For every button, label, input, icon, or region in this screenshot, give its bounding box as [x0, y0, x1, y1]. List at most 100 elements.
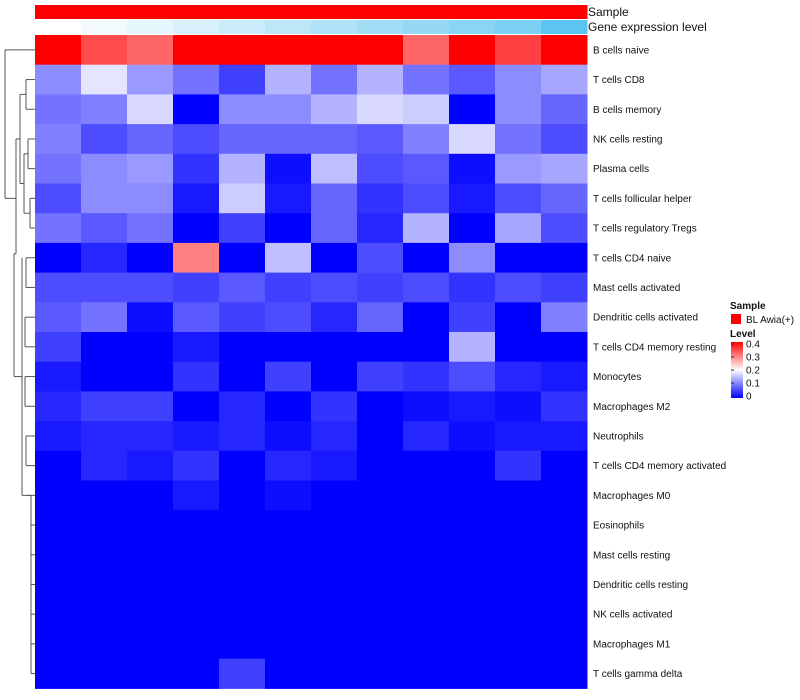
heatmap-cell [81, 153, 128, 184]
heatmap-cell [173, 272, 220, 303]
heatmap-cell [541, 272, 588, 303]
heatmap-cell [449, 629, 496, 660]
heatmap-cell [265, 361, 312, 392]
heatmap-cell [403, 450, 450, 481]
heatmap-cell [265, 539, 312, 571]
heatmap-cell [541, 510, 588, 541]
heatmap-cell [265, 599, 312, 630]
heatmap-cell [127, 242, 174, 274]
heatmap-cell [449, 569, 496, 600]
row-label: T cells CD4 memory activated [593, 461, 726, 472]
heatmap-cell [81, 629, 128, 660]
gene-expression-annotation-cell [311, 20, 358, 34]
heatmap-cell [219, 94, 266, 125]
row-label: T cells regulatory Tregs [593, 224, 697, 235]
heatmap-cell [357, 569, 404, 600]
legend-sample-swatch [731, 314, 741, 324]
heatmap-cell [81, 213, 128, 244]
heatmap-cell [173, 183, 220, 214]
heatmap-cell [219, 183, 266, 214]
heatmap-cell [81, 391, 128, 422]
row-label: NK cells activated [593, 610, 672, 621]
gene-expression-annotation-cell [449, 20, 496, 34]
heatmap-cell [35, 183, 82, 214]
heatmap-cell [495, 391, 542, 422]
heatmap-cell [35, 361, 82, 392]
heatmap-cell [449, 242, 496, 274]
heatmap-cell [35, 213, 82, 244]
heatmap-cell [403, 332, 450, 363]
heatmap-cell [173, 302, 220, 333]
heatmap-cell [81, 64, 128, 95]
row-label: Mast cells resting [593, 550, 670, 561]
heatmap-cell [495, 94, 542, 125]
row-label: Macrophages M2 [593, 402, 671, 413]
heatmap-cell [403, 302, 450, 333]
row-label: NK cells resting [593, 134, 662, 145]
heatmap-cell [127, 599, 174, 630]
heatmap-cell [173, 242, 220, 274]
heatmap-cell [541, 64, 588, 95]
heatmap-cell [219, 480, 266, 511]
heatmap-cell [449, 450, 496, 481]
heatmap-cell [35, 64, 82, 95]
heatmap-cell [265, 272, 312, 303]
heatmap-cell [35, 94, 82, 125]
heatmap-cell [81, 272, 128, 303]
heatmap-cell [357, 124, 404, 155]
heatmap-cell [265, 124, 312, 155]
heatmap-cell [541, 391, 588, 422]
heatmap-cell [173, 213, 220, 244]
heatmap-cell [449, 510, 496, 541]
heatmap-cell [173, 510, 220, 541]
heatmap-cell [357, 629, 404, 660]
heatmap-cell [35, 510, 82, 541]
row-label: Macrophages M1 [593, 639, 671, 650]
heatmap-cell [35, 539, 82, 571]
heatmap-cell [219, 35, 266, 66]
row-label: Neutrophils [593, 431, 644, 442]
heatmap-cell [219, 569, 266, 600]
heatmap-cell [81, 421, 128, 452]
heatmap-cell [35, 450, 82, 481]
heatmap-cell [81, 361, 128, 392]
sample-annotation-cell [127, 5, 174, 19]
heatmap-cell [219, 153, 266, 184]
heatmap-cell [265, 64, 312, 95]
heatmap-cell [81, 599, 128, 630]
heatmap-cell [127, 213, 174, 244]
heatmap-cell [219, 421, 266, 452]
heatmap-cell [403, 64, 450, 95]
heatmap-cell [35, 569, 82, 600]
gene-expression-annotation-cell [541, 20, 588, 34]
gene-expression-annotation-cell [403, 20, 450, 34]
heatmap-cell [265, 183, 312, 214]
gene-expression-annotation-cell [35, 20, 82, 34]
heatmap-cell [265, 421, 312, 452]
heatmap-cell [35, 421, 82, 452]
heatmap-cell [403, 361, 450, 392]
heatmap-cell [495, 569, 542, 600]
heatmap-cell [265, 450, 312, 481]
heatmap-cell [449, 272, 496, 303]
heatmap-cell [127, 421, 174, 452]
heatmap-cell [449, 124, 496, 155]
row-label: B cells naive [593, 45, 650, 56]
heatmap-cell [219, 124, 266, 155]
legend-tick-label: 0.4 [746, 340, 760, 351]
heatmap-cell [403, 391, 450, 422]
heatmap-cell [127, 94, 174, 125]
heatmap-cell [173, 94, 220, 125]
row-label: T cells gamma delta [593, 669, 683, 680]
sample-annotation-cell [81, 5, 128, 19]
heatmap-cell [311, 450, 358, 481]
sample-annotation-cell [449, 5, 496, 19]
heatmap-cell [449, 361, 496, 392]
heatmap-cell [311, 539, 358, 571]
heatmap-cell [541, 213, 588, 244]
heatmap-cell [35, 242, 82, 274]
heatmap-cell [219, 64, 266, 95]
heatmap-cell [357, 510, 404, 541]
heatmap-cell [403, 510, 450, 541]
row-labels: B cells naive T cells CD8 B cells memory NK… [593, 45, 726, 680]
